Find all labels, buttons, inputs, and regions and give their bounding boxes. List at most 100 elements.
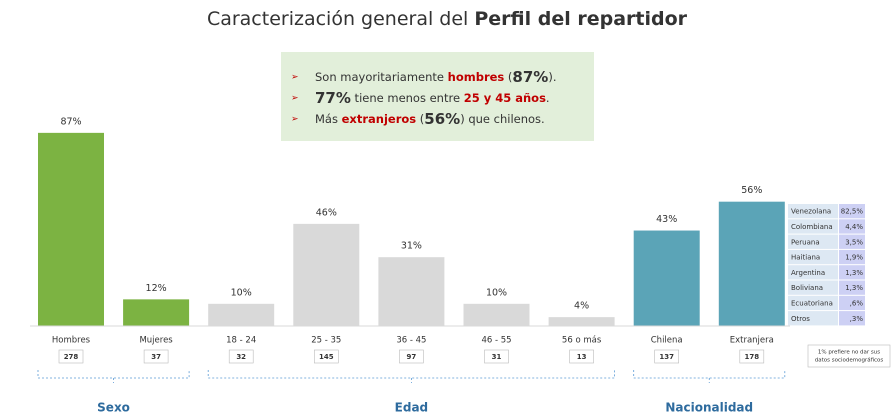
value-label: 10% [486,287,507,298]
bullet: ➢ [291,94,299,104]
table-name-cell [788,280,838,295]
bullet: ➢ [291,115,299,125]
category-label: Chilena [651,336,683,346]
table-value-cell [839,311,865,326]
group-label: Nacionalidad [665,401,753,415]
title: Caracterización general del Perfil del r… [207,8,688,30]
category-label: 56 o más [562,336,602,346]
value-label: 10% [231,287,252,298]
count-label: 97 [407,353,417,361]
count-box [569,349,594,364]
table-value-cell [839,204,865,219]
callout-segment: 25 y 45 años [464,91,546,105]
count-box [228,349,254,364]
table-name: Colombiana [791,223,833,231]
table-value: 1,3% [845,269,863,277]
value-label: 46% [316,207,337,218]
count-label: 32 [236,353,246,361]
count-box [143,349,169,364]
callout-segment: 56% [424,110,460,128]
callout-segment: extranjeros [342,112,417,126]
table-value: ,3% [850,315,864,323]
table-value: 1,9% [845,254,863,262]
bar [38,132,104,326]
value-label: 43% [656,214,677,225]
value-label: 4% [574,301,589,312]
bar [633,230,700,326]
group-brace [37,370,190,383]
callout-segment: 87% [512,68,548,86]
table-value-cell [839,295,865,311]
table-value-cell [839,219,865,234]
count-box [654,349,680,364]
value-label: 12% [146,283,167,294]
title-regular: Caracterización general del [207,8,474,30]
bar [293,223,360,326]
category-label: 18 - 24 [226,336,256,346]
bar [378,257,445,326]
group-label: Sexo [97,401,130,415]
table-name: Haitiana [791,254,820,262]
value-label: 56% [741,185,762,196]
table-value-cell [839,265,865,280]
count-label: 145 [319,353,334,361]
table-value-cell [839,280,865,295]
callout-line: Más extranjeros (56%) que chilenos. [315,110,545,128]
callout-segment: ) que chilenos. [460,112,545,126]
table-name: Peruana [791,238,820,246]
table-name: Boliviana [791,284,823,292]
count-label: 278 [64,353,79,361]
callout-segment: . [546,91,550,105]
count-label: 31 [492,353,502,361]
bar [718,201,785,326]
callout-segment: 77% [315,89,351,107]
table-value-cell [839,249,865,265]
note-text: 1% prefiere no dar sus [818,350,880,356]
callout-segment: ). [548,70,556,84]
count-box [399,349,424,364]
table-value: 3,5% [845,238,863,246]
count-box [484,349,509,364]
bullet: ➢ [291,73,299,83]
count-box [739,349,765,364]
count-box [313,349,339,364]
count-label: 13 [577,353,587,361]
table-value: 82,5% [841,208,864,216]
table-name-cell [788,249,838,265]
table-name: Ecuatoriana [791,299,833,307]
table-value-cell [839,234,865,249]
note-box [807,344,891,368]
group-brace [633,370,786,383]
callout-segment: hombres [448,70,505,84]
title-bold: Perfil del repartidor [474,8,687,30]
table-name: Venezolana [791,208,831,216]
category-label: Hombres [52,336,91,346]
table-name-cell [788,311,838,326]
callout-line: 77% tiene menos entre 25 y 45 años. [315,89,550,107]
table-name-cell [788,295,838,311]
count-box [58,349,84,364]
category-label: Extranjera [730,336,774,346]
category-label: 36 - 45 [396,336,426,346]
category-label: Mujeres [139,336,173,346]
callout-segment: Más [315,112,342,126]
callout-segment: ( [504,70,512,84]
bar [208,303,275,326]
note-text: datos sociodemográficos [815,357,884,364]
bar [123,299,190,326]
table-value: ,6% [850,299,864,307]
table-name-cell [788,234,838,249]
value-label: 87% [60,116,81,127]
group-label: Edad [395,401,428,415]
count-label: 37 [151,353,161,361]
bar [548,317,615,326]
table-name: Otros [791,315,810,323]
group-brace [207,370,615,383]
count-label: 178 [744,353,759,361]
value-label: 31% [401,241,422,252]
table-name-cell [788,265,838,280]
table-name-cell [788,219,838,234]
callout-line: Son mayoritariamente hombres (87%). [315,68,556,86]
table-name: Argentina [791,269,825,277]
